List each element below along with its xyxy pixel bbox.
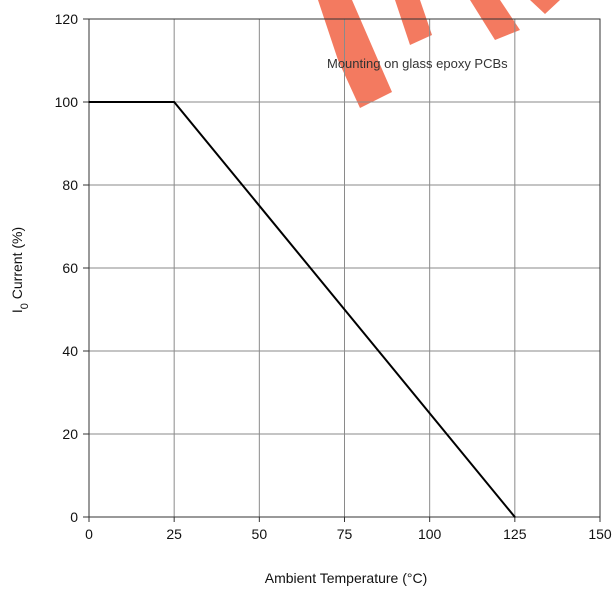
data-point — [514, 516, 516, 518]
watermark-stroke — [530, 0, 560, 14]
x-tick-label: 75 — [337, 526, 353, 542]
watermark-stroke — [318, 0, 392, 108]
y-axis-label-prefix: I — [9, 309, 25, 313]
y-tick-label: 60 — [62, 260, 78, 276]
data-point — [88, 101, 90, 103]
x-tick-label: 100 — [418, 526, 442, 542]
x-tick-label: 150 — [588, 526, 612, 542]
y-tick-label: 120 — [55, 11, 79, 27]
annotation-text: Mounting on glass epoxy PCBs — [327, 56, 508, 71]
series-layer — [88, 101, 516, 518]
grid — [89, 19, 600, 517]
data-point — [173, 101, 175, 103]
series-line — [89, 101, 516, 518]
y-axis-label: I0 Current (%) — [9, 227, 31, 313]
y-axis-ticks: 0 20 40 60 80 100 120 — [55, 11, 89, 525]
y-axis-label-rest: Current (%) — [9, 227, 25, 303]
y-tick-label: 80 — [62, 177, 78, 193]
watermark-stroke — [470, 0, 520, 40]
y-tick-label: 40 — [62, 343, 78, 359]
y-tick-label: 100 — [55, 94, 79, 110]
watermark-stroke — [395, 0, 432, 45]
y-axis-label-subscript: 0 — [19, 303, 31, 309]
x-axis-ticks: 0 25 50 75 100 125 150 — [85, 517, 612, 542]
x-tick-label: 25 — [166, 526, 182, 542]
y-tick-label: 20 — [62, 426, 78, 442]
y-tick-label: 0 — [70, 509, 78, 525]
x-tick-label: 0 — [85, 526, 93, 542]
x-tick-label: 125 — [503, 526, 527, 542]
x-axis-label: Ambient Temperature (°C) — [265, 570, 428, 586]
x-tick-label: 50 — [252, 526, 268, 542]
watermark-logo — [318, 0, 560, 108]
